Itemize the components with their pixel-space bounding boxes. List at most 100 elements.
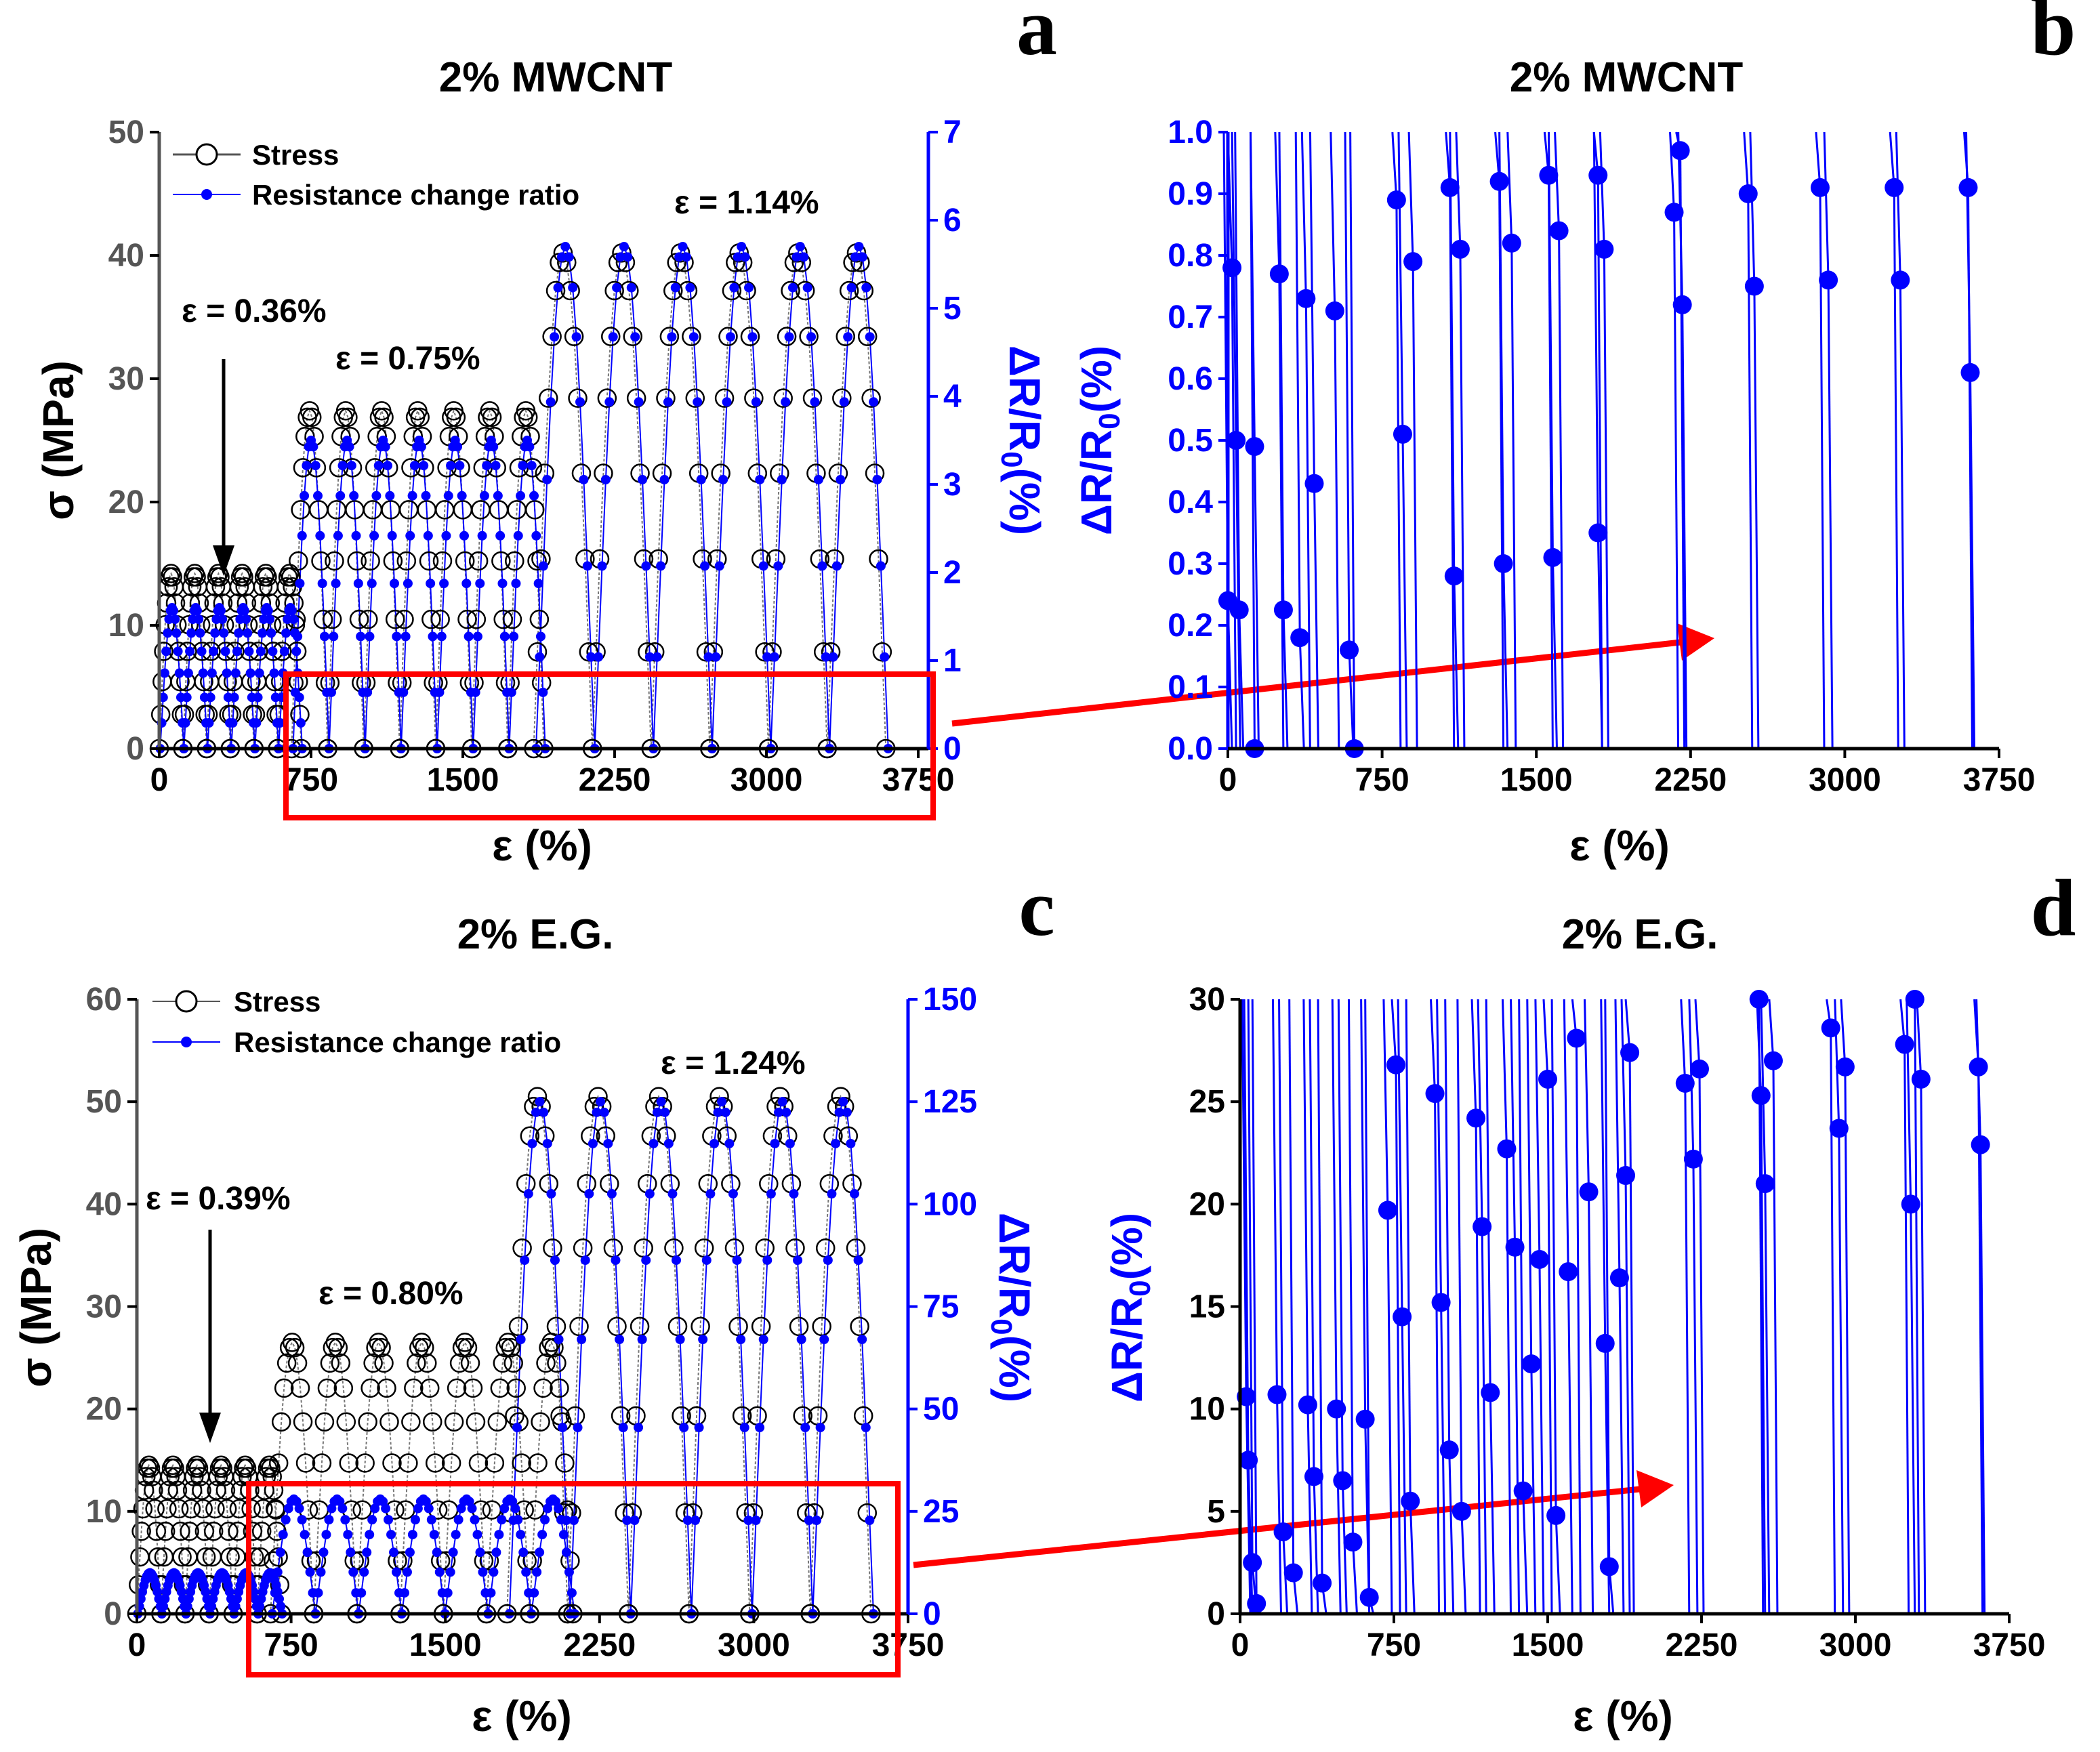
panel-a-annot-1: ε = 0.36% <box>182 293 327 329</box>
resistance-point <box>198 668 208 678</box>
zoom-data-point <box>1497 1139 1517 1159</box>
stress-point <box>322 609 342 629</box>
zoom-trace-segment <box>1430 999 1437 1094</box>
resistance-point <box>239 606 249 616</box>
stress-point <box>188 1458 209 1478</box>
resistance-point <box>229 692 239 703</box>
x-tick-label: 0 <box>128 1627 146 1663</box>
x-tick-label: 3000 <box>1819 1627 1892 1663</box>
resistance-point <box>337 1503 348 1514</box>
resistance-point <box>785 1138 795 1148</box>
stress-point <box>404 1378 424 1398</box>
stress-point <box>685 388 705 408</box>
stress-point <box>157 1499 177 1519</box>
zoom-data-point <box>1333 1471 1353 1490</box>
resistance-point <box>297 530 307 541</box>
resistance-point <box>270 1588 280 1598</box>
resistance-point <box>564 1567 574 1577</box>
resistance-point <box>603 1138 613 1148</box>
resistance-point <box>717 1097 727 1107</box>
resistance-point <box>266 628 276 638</box>
resistance-point <box>482 461 492 471</box>
zoom-trace-segment <box>1965 131 1972 373</box>
resistance-point <box>183 668 193 678</box>
zoom-data-point <box>1452 1501 1471 1521</box>
resistance-point <box>287 606 297 616</box>
resistance-point <box>700 561 710 571</box>
x-tick-label: 3000 <box>718 1627 790 1663</box>
zoom-trace-segment <box>1599 131 1605 249</box>
zoom-trace-segment <box>1238 610 1245 749</box>
stress-point <box>374 1353 394 1373</box>
stress-point <box>215 1480 236 1500</box>
stress-point <box>234 567 253 587</box>
resistance-point <box>638 474 648 484</box>
stress-point <box>740 327 760 346</box>
zoom-trace-segment <box>1298 638 1305 749</box>
zoom-trace-segment <box>1337 999 1344 1481</box>
zoom-trace-segment <box>1749 131 1756 287</box>
zoom-trace-segment <box>1351 1542 1358 1614</box>
resistance-point <box>623 252 633 262</box>
resistance-point <box>400 631 411 642</box>
zoom-data-point <box>1670 141 1690 161</box>
panel-d-title: 2% E.G. <box>1562 911 1718 958</box>
zoom-data-point <box>1958 178 1978 197</box>
x-tick-label: 750 <box>1367 1627 1421 1663</box>
resistance-point <box>509 631 519 642</box>
resistance-point <box>195 628 205 638</box>
y-tick-label: 30 <box>108 361 144 397</box>
zoom-data-point <box>1313 1573 1332 1593</box>
zoom-data-point <box>1273 600 1293 620</box>
resistance-point <box>554 1335 564 1345</box>
resistance-point <box>518 1547 529 1558</box>
resistance-point <box>531 1107 541 1117</box>
resistance-point <box>758 1335 768 1345</box>
resistance-point <box>626 283 636 293</box>
resistance-point <box>819 1335 829 1345</box>
resistance-point <box>230 668 241 678</box>
zoom-data-point <box>1343 1532 1363 1552</box>
resistance-point <box>606 1189 617 1199</box>
resistance-point <box>448 1547 458 1558</box>
zoom-trace-segment <box>1510 999 1517 1247</box>
stress-point <box>333 1378 354 1398</box>
resistance-point <box>204 718 214 728</box>
stress-point <box>460 1353 480 1373</box>
resistance-point <box>774 1107 784 1117</box>
zoom-trace-segment <box>1397 131 1404 434</box>
y2-tick-label: 3 <box>943 467 962 503</box>
zoom-trace-segment <box>1743 131 1750 194</box>
stress-point <box>338 407 358 427</box>
resistance-point <box>644 652 655 662</box>
zoom-trace-segment <box>1331 999 1338 1409</box>
zoom-trace-segment <box>1819 187 1826 749</box>
resistance-point <box>169 606 179 616</box>
resistance-point <box>424 1503 434 1514</box>
zoom-trace-segment <box>1756 999 1763 1096</box>
resistance-point <box>725 332 735 342</box>
resistance-point <box>495 530 506 541</box>
resistance-point <box>641 561 651 571</box>
zoom-trace-segment <box>1391 999 1397 1065</box>
resistance-point <box>802 283 812 293</box>
resistance-point <box>538 561 548 571</box>
resistance-point <box>313 491 323 501</box>
y-tick-label: 0 <box>1207 1596 1225 1632</box>
resistance-point <box>337 461 348 471</box>
zoom-trace-segment <box>1526 999 1533 1364</box>
resistance-point <box>586 652 596 662</box>
resistance-point <box>773 561 783 571</box>
zoom-trace-segment <box>1335 1409 1342 1614</box>
zoom-trace-segment <box>1282 610 1289 749</box>
zoom-data-point <box>1960 362 1980 382</box>
resistance-point <box>766 1189 776 1199</box>
stress-point <box>393 1551 413 1571</box>
zoom-trace-segment <box>1444 999 1451 1451</box>
resistance-point <box>755 474 765 484</box>
resistance-point <box>318 1547 329 1558</box>
resistance-point <box>251 718 262 728</box>
zoom-data-point <box>1763 1051 1783 1070</box>
resistance-point <box>815 1423 825 1433</box>
resistance-point <box>278 1530 288 1540</box>
